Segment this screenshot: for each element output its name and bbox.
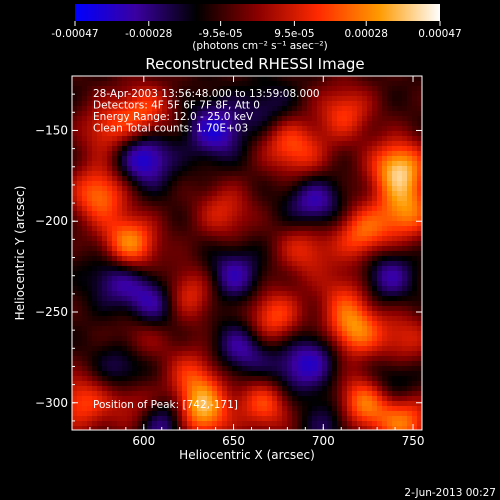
plot-frame [71,75,423,431]
annotation-line: Detectors: 4F 5F 6F 7F 8F, Att 0 [93,100,260,112]
x-tick-label: 650 [222,434,245,448]
heatmap-image [72,76,422,430]
colorbar-tick-label: -9.5e-05 [199,28,243,40]
y-tick-label: −150 [35,123,68,137]
x-tick-label: 750 [402,434,425,448]
footer-date: 2-Jun-2013 00:27 [404,487,496,499]
colorbar [75,4,440,21]
colorbar-tick-label: 0.00028 [345,28,388,40]
y-axis-label: Heliocentric Y (arcsec) [13,186,27,321]
annotation-block: 28-Apr-2003 13:56:48.000 to 13:59:08.000… [93,88,320,135]
x-axis-label: Heliocentric X (arcsec) [179,448,315,462]
peak-position-text: Position of Peak: [742,-171] [93,399,238,411]
annotation-line: Clean Total counts: 1.70E+03 [93,123,248,135]
colorbar-tick-label: -0.00047 [51,28,98,40]
colorbar-unit-label: (photons cm⁻² s⁻¹ asec⁻²) [192,40,327,52]
y-tick-label: −250 [35,305,68,319]
y-tick-label: −200 [35,214,68,228]
y-tick-label: −300 [35,396,68,410]
colorbar-tick-label: 9.5e-05 [274,28,314,40]
colorbar-ticks: -0.00047 -0.00028 -9.5e-05 9.5e-05 0.00028 0.… [51,21,462,40]
axis-ticks: 600 650 700 750 −150 −200 −250 −300 [35,75,425,448]
annotation-line: Energy Range: 12.0 - 25.0 keV [93,111,254,123]
colorbar-tick-label: 0.00047 [418,28,461,40]
annotation-line: 28-Apr-2003 13:56:48.000 to 13:59:08.000 [93,88,320,100]
chart-title: Reconstructed RHESSI Image [145,55,364,73]
colorbar-tick-label: -0.00028 [125,28,172,40]
x-tick-label: 600 [132,434,155,448]
x-tick-label: 700 [312,434,335,448]
